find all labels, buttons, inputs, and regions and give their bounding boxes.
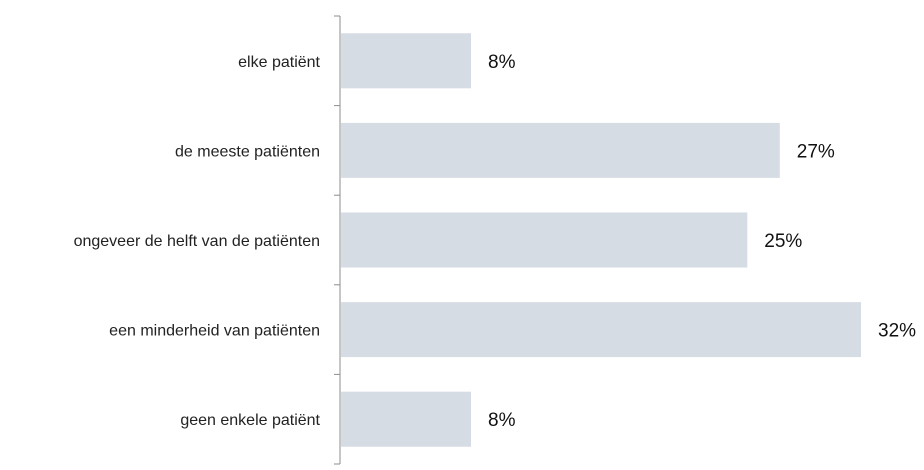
bar-4 (341, 302, 861, 358)
labels-group: elke patiënt 8% de meeste patiënten 27% onge… (74, 52, 917, 431)
bar-1 (341, 33, 471, 89)
value-label: 8% (488, 52, 516, 73)
category-label: elke patiënt (238, 54, 320, 71)
bar-3 (341, 212, 748, 268)
bar-5 (341, 391, 471, 447)
category-label: de meeste patiënten (175, 143, 320, 160)
category-axis (334, 15, 341, 465)
value-label: 25% (764, 231, 802, 252)
bars-group (341, 33, 861, 447)
bar-2 (341, 122, 780, 178)
category-label: een minderheid van patiënten (109, 323, 320, 340)
category-label: geen enkele patiënt (180, 412, 320, 429)
value-label: 32% (878, 321, 916, 342)
value-label: 27% (797, 141, 835, 162)
value-label: 8% (488, 410, 516, 431)
category-label: ongeveer de helft van de patiënten (74, 233, 320, 250)
